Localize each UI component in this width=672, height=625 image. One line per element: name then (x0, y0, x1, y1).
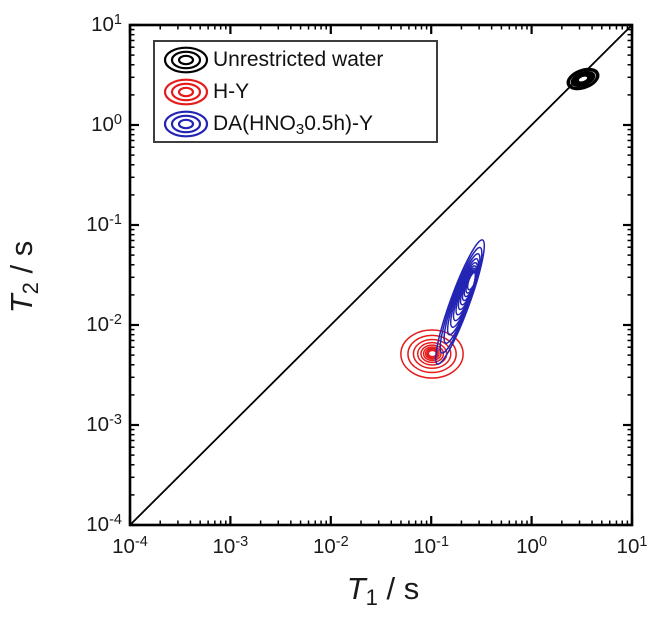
contour-unrestricted-water (566, 67, 600, 91)
plot-frame (128, 23, 634, 527)
legend-label: Unrestricted water (213, 47, 384, 71)
x-tick-label-10e1: 101 (616, 534, 648, 558)
x-axis-subscript: 1 (365, 585, 378, 610)
x-tick-label-10e0: 100 (516, 534, 548, 558)
legend-entry-unrestricted-water: Unrestricted water (163, 44, 432, 75)
contour-da-hno3-0-5h-y (434, 239, 486, 365)
y-tick-label-10e-4: 10-4 (86, 512, 122, 537)
x-axis-symbol: T (346, 571, 366, 606)
contour-rings-icon (163, 110, 209, 137)
legend: Unrestricted water H-Y DA(HNO30.5h)-Y (153, 40, 438, 143)
x-tick-label-10e-3: 10-3 (212, 534, 249, 558)
y-tick-label-10e-2: 10-2 (86, 312, 122, 337)
contour-rings-icon (163, 78, 209, 105)
y-axis-symbol: T (4, 294, 39, 314)
x-tick-label-10e-4: 10-4 (112, 534, 148, 558)
y-axis-label: T2 / s (4, 240, 43, 314)
y-axis-subscript: 2 (18, 282, 43, 295)
y-tick-label-10e-1: 10-1 (86, 212, 122, 237)
legend-entry-da-hno3-y: DA(HNO30.5h)-Y (163, 108, 432, 139)
axis-ticks (128, 23, 634, 527)
x-tick-label-10e-1: 10-1 (413, 534, 450, 558)
y-tick-label-10e1: 101 (91, 12, 122, 37)
identity-line (129, 24, 633, 526)
legend-entry-h-y: H-Y (163, 76, 432, 107)
y-axis-units: / s (4, 240, 39, 283)
y-tick-label-10e-3: 10-3 (86, 412, 122, 437)
y-tick-label-10e0: 100 (91, 112, 122, 137)
contour-rings-icon (163, 46, 209, 73)
x-axis-units: / s (377, 571, 420, 606)
x-axis-label: T1 / s (346, 571, 420, 610)
legend-label: H-Y (213, 79, 250, 103)
x-tick-label-10e-2: 10-2 (312, 534, 349, 558)
legend-label: DA(HNO30.5h)-Y (213, 111, 374, 138)
